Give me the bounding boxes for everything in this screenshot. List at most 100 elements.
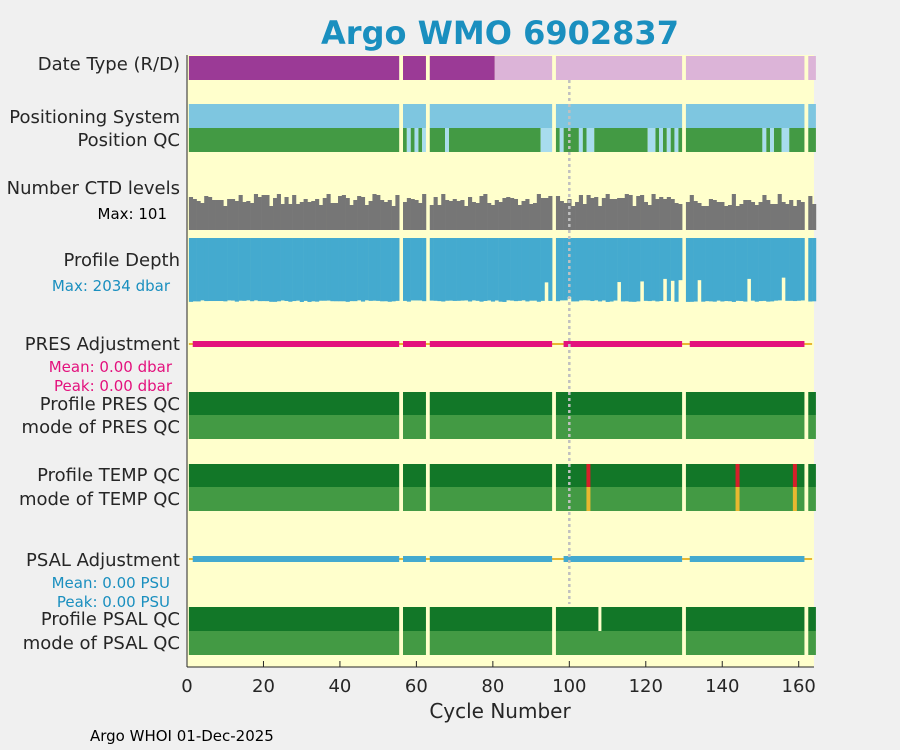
position-qc-missing-bar xyxy=(406,128,411,152)
ctd-level-bar xyxy=(724,206,729,230)
x-axis-ticks: 0 20 40 60 80 100 120 140 160 xyxy=(181,661,816,697)
profile-depth-bar xyxy=(341,238,346,302)
mode-pres-qc-label: mode of PRES QC xyxy=(22,417,180,438)
position-qc-bar xyxy=(582,128,587,152)
ctd-level-bar xyxy=(471,202,476,230)
profile-depth-bar xyxy=(403,238,408,301)
positioning-system-bar xyxy=(555,104,683,128)
position-qc-missing-bar xyxy=(578,128,583,152)
profile-depth-bar xyxy=(475,238,480,301)
profile-depth-bar xyxy=(617,238,622,283)
position-qc-missing-bar xyxy=(666,128,671,152)
ctd-level-bar xyxy=(410,199,415,230)
ctd-level-bar xyxy=(758,202,763,230)
position-qc-bar xyxy=(188,128,400,152)
mode-pres-qc-bar xyxy=(685,415,805,439)
ctd-level-bar xyxy=(414,200,419,230)
profile-depth-bar xyxy=(632,238,637,302)
profile-depth-bar xyxy=(246,238,251,301)
profile-pres-qc-bar xyxy=(429,392,553,415)
mode-temp-qc-bar xyxy=(685,487,805,511)
position-qc-missing-bar xyxy=(445,128,449,152)
profile-depth-bar xyxy=(529,238,534,301)
ctd-level-bar xyxy=(705,206,710,230)
profile-depth-bar xyxy=(345,238,350,302)
profile-depth-bar xyxy=(292,238,297,302)
delayed-mode-bar xyxy=(808,56,816,80)
ctd-level-bar xyxy=(479,196,484,230)
profile-depth-bar xyxy=(188,238,194,302)
ctd-level-bar xyxy=(789,200,794,230)
ctd-level-bar xyxy=(647,205,652,230)
profile-depth-bar xyxy=(219,238,224,302)
profile-temp-qc-bar xyxy=(429,464,553,487)
temp-questionable-flag xyxy=(792,487,797,511)
position-qc-bar xyxy=(662,128,667,152)
ctd-level-bar xyxy=(487,203,492,230)
ctd-level-bar xyxy=(483,194,488,230)
ctd-level-bar xyxy=(234,201,239,230)
profile-depth-bar xyxy=(330,238,335,302)
mode-psal-qc-bar xyxy=(555,631,683,655)
profile-depth-bar xyxy=(380,238,385,302)
profile-depth-bar xyxy=(192,238,197,302)
profile-depth-bar xyxy=(800,238,805,301)
profile-depth-bar xyxy=(276,238,281,302)
profile-depth-bar xyxy=(727,238,733,302)
profile-depth-bar xyxy=(311,238,316,302)
profile-depth-bar xyxy=(257,238,262,302)
profile-depth-bar xyxy=(418,238,423,301)
profile-depth-bar xyxy=(582,238,587,301)
ctd-level-bar xyxy=(422,194,427,230)
ctd-level-bar xyxy=(395,195,400,230)
profile-depth-bar xyxy=(781,238,786,278)
ctd-level-bar xyxy=(387,200,392,230)
position-qc-bar xyxy=(655,128,660,152)
ctd-level-bar xyxy=(544,198,549,230)
ctd-level-bar xyxy=(303,199,308,230)
footer-label: Argo WHOI 01-Dec-2025 xyxy=(90,727,274,745)
profile-depth-bar xyxy=(338,238,343,302)
profile-depth-bar xyxy=(479,238,484,302)
profile-depth-bar xyxy=(716,238,721,301)
ctd-level-bar xyxy=(406,198,411,230)
profile-depth-bar xyxy=(555,238,561,302)
ctd-level-bar xyxy=(747,200,752,230)
profile-depth-bar xyxy=(376,238,381,301)
profile-depth-max: Max: 2034 dbar xyxy=(52,277,171,295)
profile-depth-bar xyxy=(747,238,752,279)
profile-depth-bar xyxy=(250,238,255,302)
profile-depth-bar xyxy=(410,238,415,301)
profile-depth-bar xyxy=(208,238,213,302)
position-qc-bar xyxy=(789,128,805,152)
profile-depth-bar xyxy=(597,238,603,302)
profile-depth-bar xyxy=(234,238,239,302)
ctd-level-bar xyxy=(601,198,606,230)
profile-depth-bar xyxy=(227,238,232,301)
profile-depth-bar xyxy=(655,238,660,302)
profile-depth-bar xyxy=(391,238,396,302)
profile-temp-qc-bar xyxy=(808,464,816,487)
realtime-mode-bar xyxy=(188,56,400,80)
ctd-level-bar xyxy=(594,197,599,230)
profile-depth-bar xyxy=(230,238,236,301)
profile-depth-bar xyxy=(762,238,767,301)
position-qc-bar xyxy=(410,128,415,152)
ctd-level-bar xyxy=(338,196,343,230)
ctd-level-bar xyxy=(295,204,301,230)
profile-depth-bar xyxy=(288,238,293,302)
profile-depth-bar xyxy=(739,238,744,302)
ctd-level-bar xyxy=(513,199,519,230)
ctd-level-bar xyxy=(812,204,817,230)
profile-depth-bar xyxy=(777,238,782,301)
ctd-level-bar xyxy=(571,206,576,230)
ctd-level-bar xyxy=(716,202,721,230)
ctd-level-bar xyxy=(448,201,454,230)
ctd-level-bar xyxy=(341,195,346,230)
profile-depth-bar xyxy=(433,238,438,301)
position-qc-bar xyxy=(563,128,579,152)
plot-area xyxy=(187,55,814,667)
profile-pres-qc-bar xyxy=(403,392,426,415)
ctd-level-bar xyxy=(777,194,782,230)
profile-depth-bar xyxy=(406,238,411,302)
